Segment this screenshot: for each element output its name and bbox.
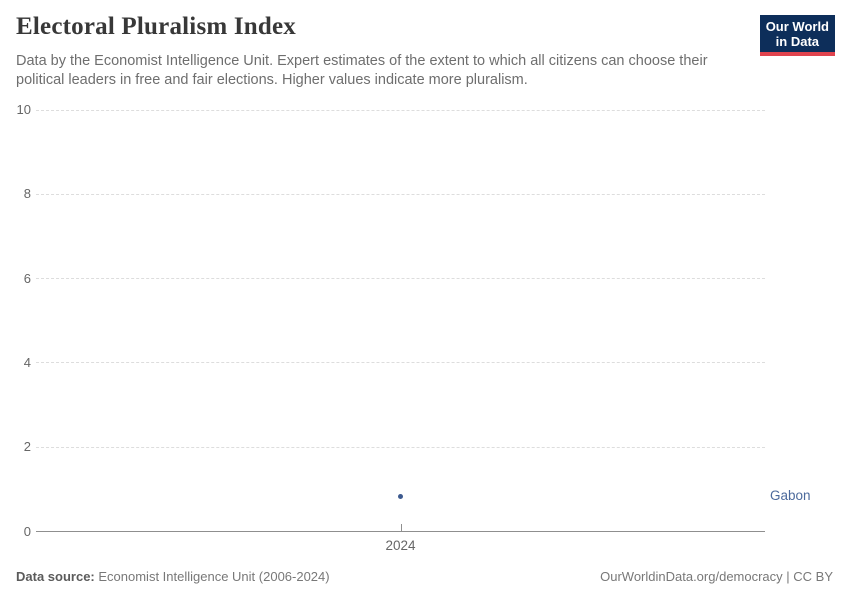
x-axis-tick-label: 2024 [385,537,416,553]
entity-label-gabon[interactable]: Gabon [770,487,811,503]
attribution-link[interactable]: OurWorldinData.org/democracy | CC BY [600,569,833,584]
data-source-label: Data source: [16,569,95,584]
y-axis-tick-label: 6 [23,270,31,286]
chart-footer: Data source: Economist Intelligence Unit… [16,569,833,584]
y-axis-tick-label: 4 [23,354,31,370]
y-gridline [36,109,765,111]
data-source-text: Economist Intelligence Unit (2006-2024) [94,569,330,584]
y-axis-tick-label: 10 [16,102,31,117]
chart-subtitle: Data by the Economist Intelligence Unit.… [16,53,708,88]
x-axis-tick-mark [400,524,402,531]
y-axis-tick-label: 8 [23,186,31,202]
owid-logo-line2: in Data [775,34,820,49]
owid-logo-line1: Our World [765,19,829,34]
y-gridline [36,278,765,280]
data-source-note: Data source: Economist Intelligence Unit… [16,569,330,584]
y-axis-tick-label: 0 [23,523,31,539]
owid-logo[interactable]: Our World in Data [759,15,835,56]
data-point-gabon[interactable] [398,494,403,499]
y-gridline [36,193,765,195]
chart-title: Electoral Pluralism Index [16,13,296,40]
y-axis-tick-label: 2 [23,439,31,455]
y-gridline [36,362,765,364]
x-axis-line [36,531,765,532]
y-gridline [36,446,765,448]
